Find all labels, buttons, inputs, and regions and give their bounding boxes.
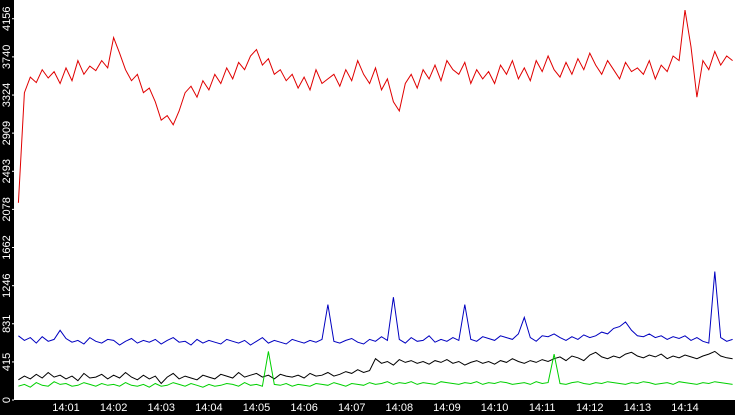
x-tick-label: 14:03 [147,402,175,414]
x-axis-band [0,400,735,415]
y-axis-band [0,0,14,415]
y-tick-label: 1662 [1,235,13,259]
x-tick-label: 14:05 [243,402,271,414]
x-tick-label: 14:12 [576,402,604,414]
x-tick-label: 14:13 [624,402,652,414]
series-line [17,10,733,203]
series-line [18,350,733,385]
y-tick-label: 3324 [1,83,13,107]
y-tick-label: 3740 [1,45,13,69]
y-tick-label: 415 [1,353,13,371]
y-tick-label: 2078 [1,197,13,221]
x-tick-label: 14:14 [671,402,699,414]
x-tick-label: 14:09 [433,402,461,414]
y-tick-label: 1246 [1,273,13,297]
x-tick-label: 14:06 [290,402,318,414]
y-tick-label: 0 [1,397,13,403]
x-tick-label: 14:01 [52,402,80,414]
y-tick-label: 831 [1,315,13,333]
x-tick-label: 14:02 [100,402,128,414]
y-tick-label: 4156 [1,6,13,30]
x-tick-label: 14:04 [195,402,223,414]
x-tick-label: 14:08 [386,402,414,414]
y-tick-label: 2909 [1,121,13,145]
x-tick-label: 14:10 [481,402,509,414]
series-line [18,351,733,388]
y-tick-label: 2493 [1,159,13,183]
series-line [18,271,733,346]
x-tick-label: 14:11 [529,402,556,414]
x-tick-label: 14:07 [338,402,366,414]
